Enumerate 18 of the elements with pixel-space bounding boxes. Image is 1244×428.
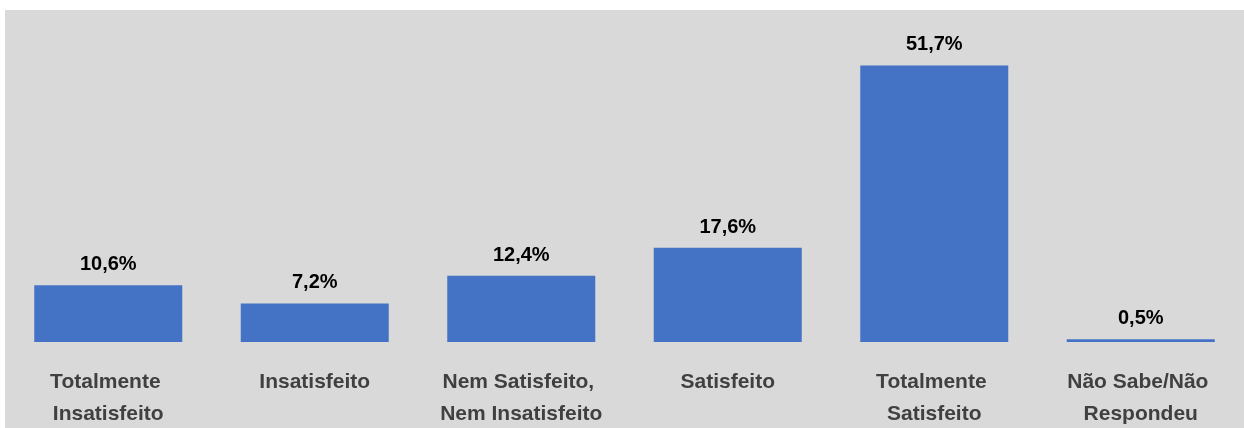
x-tick-label: Totalmente Insatisfeito — [50, 368, 167, 424]
x-tick-label: Totalmente Satisfeito — [876, 368, 993, 424]
data-label: 0,5% — [1117, 306, 1164, 329]
data-label: 12,4% — [492, 242, 550, 265]
x-tick-label: Insatisfeito — [259, 368, 371, 392]
data-label: 10,6% — [79, 252, 137, 275]
data-label: 51,7% — [905, 32, 963, 55]
bar — [447, 275, 596, 342]
bar — [653, 247, 802, 342]
data-label: 17,6% — [699, 214, 757, 237]
data-label: 7,2% — [291, 270, 338, 293]
bar — [240, 303, 389, 342]
x-tick-label: Nem Satisfeito, Nem Insatisfeito — [440, 368, 603, 424]
bar — [1066, 339, 1215, 342]
x-tick-label: Satisfeito — [680, 368, 776, 392]
x-tick-label: Não Sabe/Não Respondeu — [1067, 368, 1215, 424]
bar — [860, 65, 1009, 342]
bar — [34, 285, 183, 342]
